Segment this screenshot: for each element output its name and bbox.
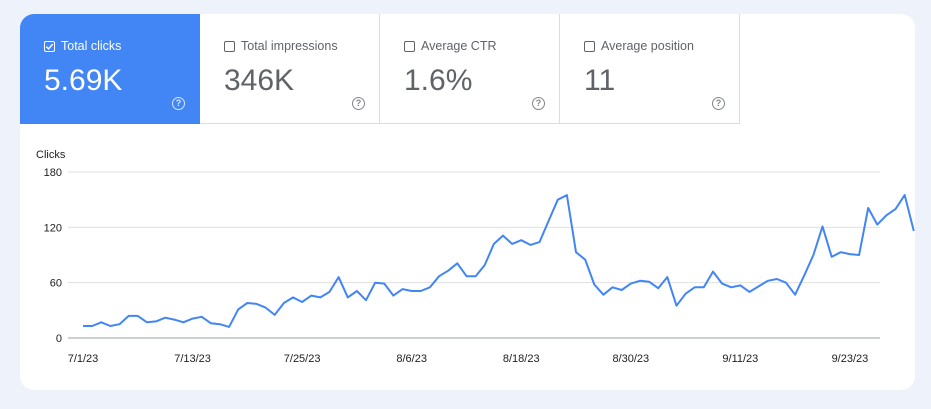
metric-total-impressions[interactable]: Total impressions 346K ? bbox=[200, 14, 380, 124]
help-icon[interactable]: ? bbox=[172, 97, 185, 110]
x-tick-label: 8/6/23 bbox=[396, 353, 427, 365]
y-tick-label: 180 bbox=[44, 167, 62, 179]
y-tick-label: 0 bbox=[56, 333, 62, 345]
x-tick-label: 9/11/23 bbox=[722, 353, 758, 365]
x-tick-label: 8/30/23 bbox=[612, 353, 649, 365]
checkbox-unchecked-icon[interactable] bbox=[224, 40, 235, 52]
x-tick-label: 7/13/23 bbox=[174, 353, 211, 365]
help-icon[interactable]: ? bbox=[532, 97, 545, 110]
metric-label: Total clicks bbox=[61, 39, 122, 53]
metric-label: Total impressions bbox=[241, 39, 338, 53]
x-tick-label: 9/23/23 bbox=[832, 353, 869, 365]
y-axis-label: Clicks bbox=[36, 149, 66, 161]
metric-label: Average position bbox=[601, 39, 694, 53]
help-icon[interactable]: ? bbox=[352, 97, 365, 110]
metric-value: 11 bbox=[584, 64, 616, 97]
metric-value: 5.69K bbox=[44, 64, 123, 97]
clicks-line-chart: Clicks 0 60 120 180 7/1/23 7/13/23 7/25/23 8/6… bbox=[36, 149, 915, 365]
checkbox-checked-icon[interactable] bbox=[44, 40, 55, 52]
metric-average-ctr[interactable]: Average CTR 1.6% ? bbox=[380, 14, 560, 124]
metric-tabs: Total clicks 5.69K ? Total impressions 3… bbox=[20, 14, 740, 124]
metric-label: Average CTR bbox=[421, 39, 497, 53]
y-tick-label: 120 bbox=[44, 222, 62, 234]
x-tick-label: 7/25/23 bbox=[284, 353, 321, 365]
y-tick-label: 60 bbox=[50, 278, 62, 290]
checkbox-unchecked-icon[interactable] bbox=[404, 40, 415, 52]
performance-card: Total clicks 5.69K ? Total impressions 3… bbox=[20, 14, 915, 390]
y-tick-labels: 0 60 120 180 bbox=[44, 167, 62, 345]
help-icon[interactable]: ? bbox=[712, 97, 725, 110]
chart-grid bbox=[68, 171, 880, 339]
checkbox-unchecked-icon[interactable] bbox=[584, 40, 595, 52]
metric-value: 346K bbox=[224, 64, 295, 97]
x-tick-label: 8/18/23 bbox=[503, 353, 540, 365]
x-tick-label: 7/1/23 bbox=[68, 353, 99, 365]
metric-total-clicks[interactable]: Total clicks 5.69K ? bbox=[20, 14, 200, 124]
metric-average-position[interactable]: Average position 11 ? bbox=[560, 14, 740, 124]
x-tick-labels: 7/1/23 7/13/23 7/25/23 8/6/23 8/18/23 8/30/23… bbox=[68, 353, 869, 365]
metric-value: 1.6% bbox=[404, 64, 473, 97]
clicks-series-line bbox=[83, 194, 915, 328]
